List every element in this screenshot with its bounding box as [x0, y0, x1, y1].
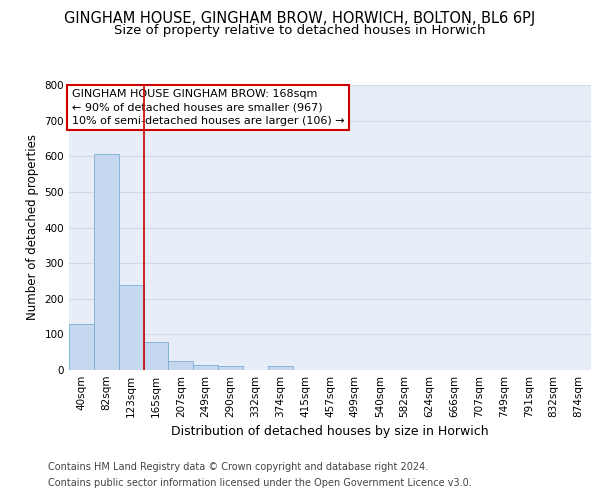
- X-axis label: Distribution of detached houses by size in Horwich: Distribution of detached houses by size …: [171, 426, 489, 438]
- Bar: [268, 366, 293, 370]
- Text: Size of property relative to detached houses in Horwich: Size of property relative to detached ho…: [114, 24, 486, 37]
- Bar: [94, 154, 119, 370]
- Text: GINGHAM HOUSE, GINGHAM BROW, HORWICH, BOLTON, BL6 6PJ: GINGHAM HOUSE, GINGHAM BROW, HORWICH, BO…: [64, 11, 536, 26]
- Bar: [119, 285, 143, 370]
- Bar: [169, 361, 193, 370]
- Bar: [69, 324, 94, 370]
- Bar: [143, 342, 169, 370]
- Text: GINGHAM HOUSE GINGHAM BROW: 168sqm
← 90% of detached houses are smaller (967)
10: GINGHAM HOUSE GINGHAM BROW: 168sqm ← 90%…: [71, 90, 344, 126]
- Y-axis label: Number of detached properties: Number of detached properties: [26, 134, 39, 320]
- Text: Contains public sector information licensed under the Open Government Licence v3: Contains public sector information licen…: [48, 478, 472, 488]
- Bar: [193, 366, 218, 370]
- Bar: [218, 366, 243, 370]
- Text: Contains HM Land Registry data © Crown copyright and database right 2024.: Contains HM Land Registry data © Crown c…: [48, 462, 428, 472]
